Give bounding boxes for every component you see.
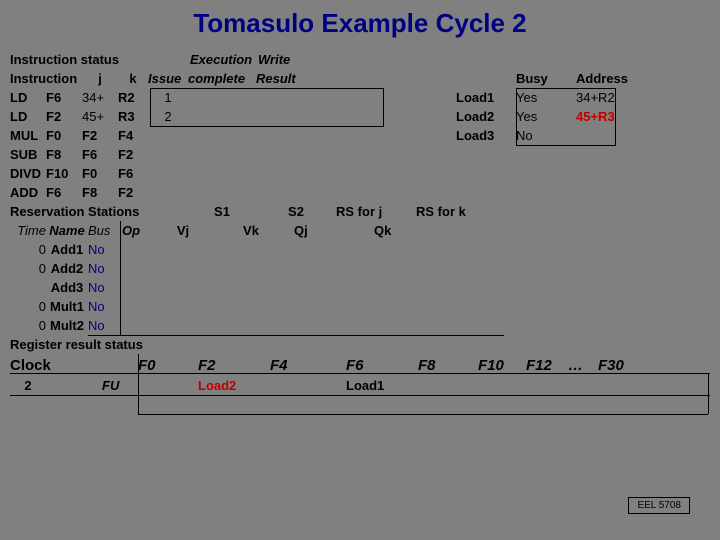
rsk-header: RS for k	[416, 204, 496, 219]
instr-k: F2	[118, 147, 148, 162]
issue-header: Issue	[148, 71, 188, 86]
k-header: k	[118, 71, 148, 86]
vj-header: Vj	[158, 223, 208, 238]
rs-busy: No	[88, 280, 122, 295]
load-busy: Yes	[516, 90, 576, 105]
reg-val-f2: Load2	[198, 378, 270, 393]
instr-k: F4	[118, 128, 148, 143]
qj-header: Qj	[294, 223, 374, 238]
s2-header: S2	[256, 204, 336, 219]
rs-name: Add2	[46, 261, 88, 276]
load-name: Load1	[456, 90, 516, 105]
clock-label: Clock	[10, 357, 82, 374]
tomasulo-table: Instruction status Execution Write Instr…	[10, 50, 710, 395]
instr-op: LD	[10, 109, 46, 124]
rs-busy: No	[88, 242, 122, 257]
op-header: Op	[122, 223, 158, 238]
load-busy: No	[516, 128, 576, 143]
instr-k: R2	[118, 90, 148, 105]
instr-j: F0	[82, 166, 118, 181]
clock-value: 2	[10, 378, 46, 393]
vk-header: Vk	[208, 223, 294, 238]
rs-name: Mult1	[46, 299, 88, 314]
reg-line-b	[138, 414, 708, 415]
load-name: Load3	[456, 128, 516, 143]
reg-f0: F0	[138, 357, 198, 374]
page-title: Tomasulo Example Cycle 2	[0, 0, 720, 43]
footer-label: EEL 5708	[628, 497, 690, 514]
s1-header: S1	[188, 204, 256, 219]
instr-dst: F6	[46, 185, 82, 200]
instr-issue: 1	[148, 90, 188, 105]
result-header: Result	[256, 71, 316, 86]
rs-time: 0	[10, 318, 46, 333]
rs-time: 0	[10, 299, 46, 314]
load-addr: 45+R3	[576, 109, 620, 124]
rs-name: Add1	[46, 242, 88, 257]
rs-busy: No	[88, 299, 122, 314]
reg-f2: F2	[198, 357, 270, 374]
name-header: Name	[46, 223, 88, 238]
write-header: Write	[258, 52, 318, 67]
load-name: Load2	[456, 109, 516, 124]
busy-header: Busy	[516, 71, 576, 86]
instr-dst: F6	[46, 90, 82, 105]
reg-f6: F6	[346, 357, 418, 374]
fu-label: FU	[102, 378, 138, 393]
instr-j: F8	[82, 185, 118, 200]
reg-status-header: Register result status	[10, 337, 210, 352]
qk-header: Qk	[374, 223, 454, 238]
rs-header: Reservation Stations	[10, 204, 188, 219]
instr-j: F6	[82, 147, 118, 162]
reg-line	[10, 395, 710, 396]
reg-dots: …	[568, 357, 598, 374]
instr-k: F2	[118, 185, 148, 200]
instr-j: 34+	[82, 90, 118, 105]
rsj-header: RS for j	[336, 204, 416, 219]
instr-issue: 2	[148, 109, 188, 124]
load-addr: 34+R2	[576, 90, 620, 105]
busy-col: Bus	[88, 223, 122, 238]
reg-f8: F8	[418, 357, 478, 374]
instr-status-header: Instruction status	[10, 52, 150, 67]
address-header: Address	[576, 71, 620, 86]
reg-f4: F4	[270, 357, 346, 374]
rs-time: 0	[10, 242, 46, 257]
complete-header: complete	[188, 71, 256, 86]
instr-j: 45+	[82, 109, 118, 124]
reg-f12: F12	[526, 357, 568, 374]
instr-dst: F8	[46, 147, 82, 162]
rs-time: 0	[10, 261, 46, 276]
time-header: Time	[10, 223, 46, 238]
load-busy: Yes	[516, 109, 576, 124]
rs-name: Mult2	[46, 318, 88, 333]
instr-dst: F0	[46, 128, 82, 143]
instr-op: ADD	[10, 185, 46, 200]
rs-busy: No	[88, 261, 122, 276]
j-header: j	[82, 71, 118, 86]
rs-busy: No	[88, 318, 122, 333]
instr-k: F6	[118, 166, 148, 181]
instr-op: DIVD	[10, 166, 46, 181]
reg-val-f6: Load1	[346, 378, 418, 393]
reg-f10: F10	[478, 357, 526, 374]
instr-k: R3	[118, 109, 148, 124]
rs-name: Add3	[46, 280, 88, 295]
instr-dst: F10	[46, 166, 82, 181]
instr-op: LD	[10, 90, 46, 105]
instr-op: MUL	[10, 128, 46, 143]
instr-j: F2	[82, 128, 118, 143]
reg-f30: F30	[598, 357, 642, 374]
instr-op: SUB	[10, 147, 46, 162]
instruction-header: Instruction	[10, 71, 82, 86]
instr-dst: F2	[46, 109, 82, 124]
execution-header: Execution	[190, 52, 258, 67]
